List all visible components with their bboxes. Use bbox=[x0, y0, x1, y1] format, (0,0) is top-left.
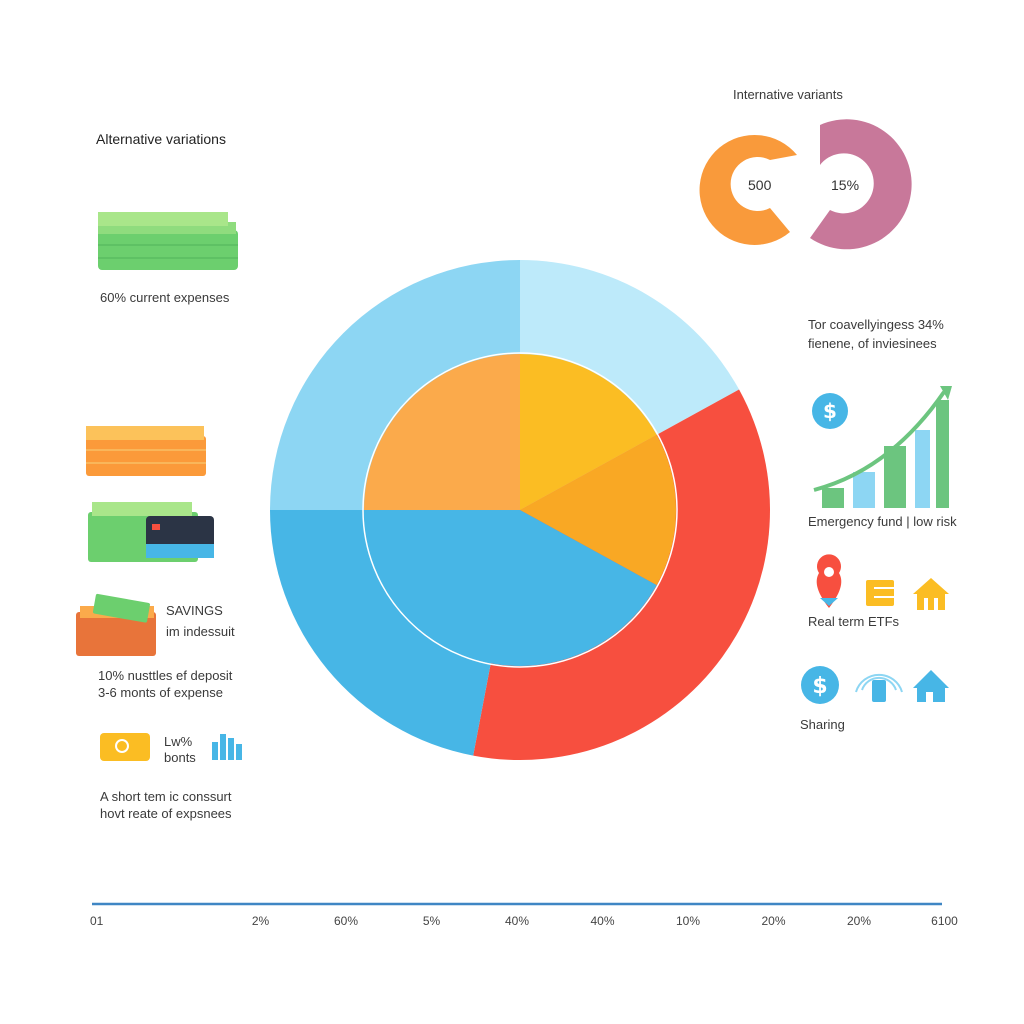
axis-tick-label: 5% bbox=[423, 914, 441, 928]
axis-tick-label: 40% bbox=[505, 914, 529, 928]
bank-icon bbox=[913, 578, 949, 610]
real-term-etfs-label: Real term ETFs bbox=[808, 614, 900, 629]
city-chart-icon bbox=[212, 734, 242, 760]
dollar-coin-icon: $ bbox=[812, 393, 848, 429]
sharing-label: Sharing bbox=[800, 717, 845, 732]
donut-2-label: 15% bbox=[831, 177, 859, 193]
axis-tick-label: 6100 bbox=[931, 914, 958, 928]
bonds-subtitle: bonts bbox=[164, 750, 196, 765]
stacked-books-icon bbox=[866, 580, 894, 606]
svg-text:$: $ bbox=[823, 399, 837, 423]
axis-tick-label: 10% bbox=[676, 914, 700, 928]
bonds-title: Lw% bbox=[164, 734, 193, 749]
dollar-coin-icon-2: $ bbox=[801, 666, 839, 704]
growth-bar-chart-icon bbox=[813, 386, 952, 508]
axis-tick-label: 20% bbox=[761, 914, 785, 928]
axis-tick-label: 01 bbox=[90, 914, 104, 928]
mauve-mini-donut bbox=[810, 119, 912, 250]
savings-subtitle: im indessuit bbox=[166, 624, 235, 639]
cash-and-card-icon bbox=[88, 502, 214, 562]
investment-desc-line-1: Tor coavellyingess 34% bbox=[808, 317, 944, 332]
axis-ticks: 01 2% 60% 5% 40% 40% 10% 20% 20% 6100 bbox=[90, 914, 958, 928]
emergency-fund-label: Emergency fund | low risk bbox=[808, 514, 957, 529]
location-pin-icon bbox=[816, 554, 842, 608]
inner-pie-slice-0 bbox=[520, 354, 657, 510]
investment-desc-line-2: fienene, of inviesinees bbox=[808, 336, 937, 351]
axis-tick-label: 2% bbox=[252, 914, 270, 928]
house-icon bbox=[913, 670, 949, 702]
orange-mini-donut bbox=[699, 134, 797, 245]
deposit-line-1: 10% nusttles ef deposit bbox=[98, 668, 233, 683]
axis-tick-label: 60% bbox=[334, 914, 358, 928]
svg-text:$: $ bbox=[812, 674, 827, 699]
deposit-line-2: 3-6 monts of expense bbox=[98, 685, 224, 700]
bond-ticket-icon bbox=[100, 733, 150, 761]
current-expenses-label: 60% current expenses bbox=[100, 290, 230, 305]
donut-1-label: 500 bbox=[748, 177, 772, 193]
inner-pie bbox=[364, 354, 676, 666]
axis-tick-label: 20% bbox=[847, 914, 871, 928]
inner-pie-slice-3 bbox=[364, 354, 520, 510]
savings-money-icon bbox=[76, 593, 156, 656]
cash-stack-icon bbox=[98, 212, 238, 270]
right-title: Internative variants bbox=[733, 87, 843, 102]
left-title: Alternative variations bbox=[96, 131, 226, 147]
orange-cash-stack-icon bbox=[86, 426, 206, 476]
short-term-line-1: A short tem ic conssurt bbox=[100, 789, 232, 804]
inner-circle-border bbox=[362, 352, 678, 668]
inner-pie-slice-2 bbox=[364, 510, 657, 666]
savings-title: SAVINGS bbox=[166, 603, 223, 618]
short-term-line-2: hovt reate of expsnees bbox=[100, 806, 232, 821]
wireless-signal-icon bbox=[855, 673, 903, 702]
axis-tick-label: 40% bbox=[590, 914, 614, 928]
inner-pie-slice-1 bbox=[520, 434, 676, 586]
